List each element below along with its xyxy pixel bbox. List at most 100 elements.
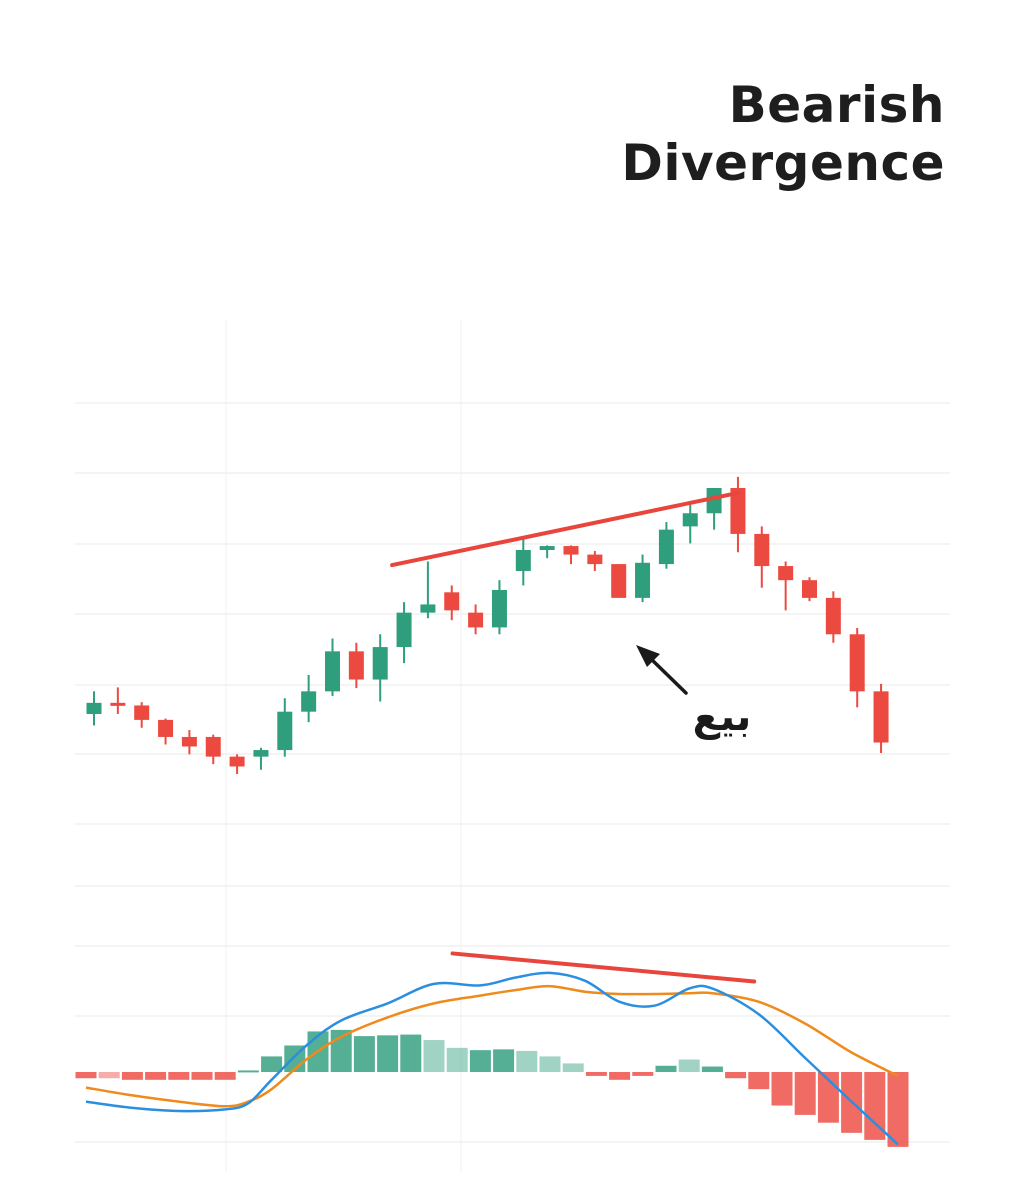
candle-body	[635, 562, 651, 598]
candle	[229, 754, 245, 775]
histogram-bar	[98, 1072, 120, 1079]
candle	[110, 687, 126, 714]
histogram-bar	[539, 1056, 561, 1072]
candle-body	[372, 647, 388, 680]
candle	[539, 545, 555, 559]
histogram-bar	[377, 1035, 399, 1072]
sell-arrow-icon	[646, 654, 688, 695]
candle	[754, 526, 770, 588]
sell-annotation: بيع	[636, 645, 751, 740]
candle	[277, 698, 293, 757]
candle-body	[277, 711, 293, 751]
macd-lines	[85, 971, 899, 1146]
histogram-bar	[794, 1072, 816, 1115]
histogram-bar	[145, 1072, 167, 1080]
candle-body	[515, 549, 531, 571]
histogram-bar	[678, 1059, 700, 1072]
candle-body	[754, 533, 770, 567]
candle	[253, 747, 269, 770]
candle	[658, 522, 674, 569]
candle	[802, 577, 817, 602]
histogram-bar	[446, 1047, 468, 1072]
candle	[158, 718, 174, 745]
candle-body	[658, 529, 674, 565]
candle	[372, 634, 388, 702]
histogram-bar	[725, 1072, 747, 1079]
candle-body	[730, 488, 746, 534]
candle	[86, 691, 102, 726]
histogram-bar	[191, 1072, 213, 1080]
histogram-bar	[632, 1072, 654, 1076]
candle-body	[325, 651, 340, 692]
candle-body	[205, 736, 221, 757]
candle	[444, 585, 460, 621]
candles	[86, 476, 889, 775]
candle-body	[539, 546, 555, 550]
candle-body	[682, 513, 698, 527]
histogram-bar	[353, 1036, 375, 1072]
candle-body	[611, 564, 627, 598]
candle-body	[563, 546, 579, 555]
histogram-bar	[214, 1072, 236, 1080]
histogram-bar	[887, 1072, 909, 1147]
candle	[873, 683, 889, 754]
candle-body	[706, 488, 722, 514]
candle	[825, 591, 841, 643]
candle	[563, 545, 579, 565]
chart-title: Bearish Divergence	[621, 76, 945, 192]
candle	[134, 702, 150, 728]
candle	[325, 638, 340, 696]
candle-body	[348, 651, 364, 680]
candle-body	[229, 756, 245, 767]
histogram-bar	[864, 1072, 886, 1140]
histogram-bar	[168, 1072, 190, 1080]
candle	[730, 476, 746, 553]
price-panel	[86, 476, 889, 775]
candle	[396, 602, 412, 664]
candle	[491, 580, 507, 635]
histogram-bar	[423, 1040, 445, 1072]
candle-body	[181, 736, 197, 747]
candle	[635, 554, 651, 603]
candle	[205, 734, 221, 765]
histogram-bar	[121, 1072, 143, 1080]
histogram-bar	[516, 1050, 538, 1072]
histogram-bar	[469, 1050, 491, 1072]
candle-body	[158, 719, 174, 737]
histogram-bar	[400, 1034, 422, 1072]
price-trendline-group	[390, 490, 740, 568]
candle	[468, 604, 484, 635]
candle	[587, 550, 603, 571]
candle	[706, 488, 722, 530]
histogram-bar	[655, 1065, 677, 1072]
candle-body	[86, 702, 102, 714]
candle-body	[301, 691, 317, 712]
histogram-bar	[493, 1049, 515, 1072]
histogram-bar	[609, 1072, 631, 1080]
candle-body	[778, 566, 794, 581]
candle-body	[587, 554, 603, 565]
candle	[348, 642, 364, 689]
macd-trendline-group	[450, 951, 757, 984]
histogram-bar	[237, 1070, 259, 1073]
macd-panel	[75, 951, 909, 1147]
candle	[420, 561, 436, 619]
histogram-bar	[75, 1072, 97, 1079]
candle-body	[468, 612, 484, 628]
candle	[682, 503, 698, 544]
histogram-bar	[562, 1063, 584, 1072]
candle-body	[253, 750, 269, 757]
candle-body	[802, 580, 817, 598]
histogram-bar	[748, 1072, 770, 1090]
candle	[611, 564, 627, 598]
candle-body	[110, 702, 126, 706]
candle	[301, 674, 317, 723]
signal-line	[85, 984, 899, 1108]
candle	[849, 628, 865, 708]
macd-histogram	[75, 1029, 909, 1147]
grid-lines	[75, 320, 950, 1172]
histogram-bar	[771, 1072, 793, 1106]
candle	[778, 561, 794, 611]
macd-trendline	[450, 951, 757, 984]
